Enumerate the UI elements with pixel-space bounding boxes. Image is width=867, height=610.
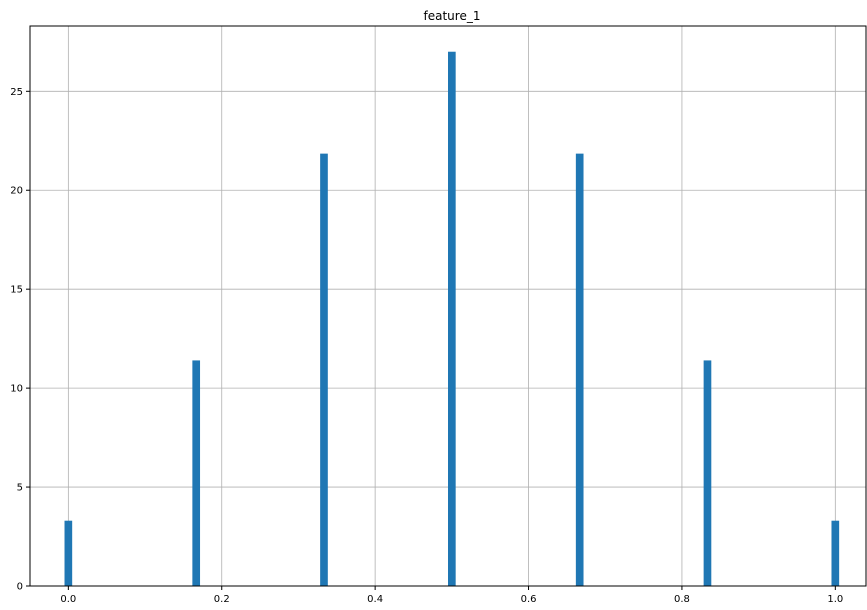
histogram-bar-4	[576, 154, 584, 586]
histogram-bar-3	[448, 52, 456, 586]
y-tick-label-3: 15	[10, 285, 23, 296]
x-tick-label-1: 0.2	[214, 594, 230, 605]
chart-title: feature_1	[424, 9, 481, 23]
y-tick-label-1: 5	[17, 483, 23, 494]
histogram-bar-1	[192, 360, 200, 586]
y-tick-label-0: 0	[17, 582, 23, 593]
ticks-layer: 0.0 0.2 0.4 0.6 0.8 1.0 0 5 10 15 20 25	[10, 87, 843, 605]
bars-layer	[65, 52, 840, 586]
x-tick-label-0: 0.0	[60, 594, 76, 605]
x-tick-label-5: 1.0	[827, 594, 843, 605]
x-tick-label-3: 0.6	[521, 594, 537, 605]
histogram-bar-6	[831, 521, 839, 586]
histogram-bar-2	[320, 154, 328, 586]
y-tick-label-4: 20	[10, 186, 23, 197]
y-tick-label-2: 10	[10, 384, 23, 395]
x-tick-label-2: 0.4	[367, 594, 383, 605]
x-tick-label-4: 0.8	[674, 594, 690, 605]
histogram-bar-5	[704, 360, 712, 586]
y-tick-label-5: 25	[10, 87, 23, 98]
histogram-bar-0	[65, 521, 73, 586]
